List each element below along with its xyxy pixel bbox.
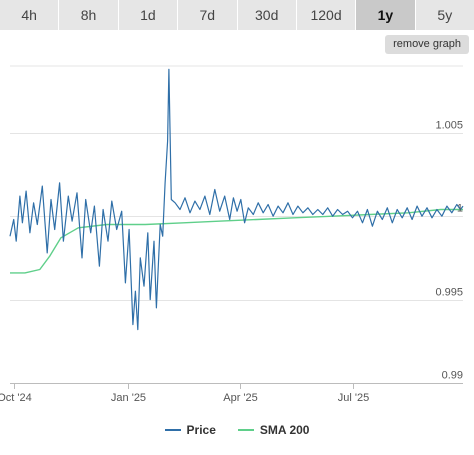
y-tick-label: 0.995 <box>435 287 463 299</box>
legend-label-price: Price <box>186 423 216 437</box>
tab-8h[interactable]: 8h <box>59 0 119 30</box>
legend-item-sma[interactable]: SMA 200 <box>237 423 310 437</box>
y-tick-label: 1 <box>457 203 463 215</box>
y-tick-label: 1.005 <box>435 120 463 132</box>
legend-label-sma: SMA 200 <box>259 423 310 437</box>
remove-graph-button[interactable]: remove graph <box>385 35 469 54</box>
tab-30d[interactable]: 30d <box>237 0 297 30</box>
x-tick-label: Jul '25 <box>338 392 369 404</box>
price-swatch-icon <box>164 429 181 431</box>
legend-item-price[interactable]: Price <box>164 423 216 437</box>
tab-1y[interactable]: 1y <box>356 0 416 30</box>
x-tick-label: Oct '24 <box>0 392 32 404</box>
chart-legend: Price SMA 200 <box>0 420 474 440</box>
sma-200-series-line <box>10 208 463 274</box>
series-lines <box>9 68 464 331</box>
price-series-line <box>9 68 464 331</box>
grid-lines <box>10 65 463 301</box>
y-tick-labels: 0.99 0.995 1 1.005 <box>435 120 463 382</box>
axes <box>10 383 463 389</box>
tab-7d[interactable]: 7d <box>178 0 238 30</box>
sma-swatch-icon <box>237 429 254 431</box>
x-tick-label: Jan '25 <box>111 392 146 404</box>
price-chart: 0.99 0.995 1 1.005 Oct '24 Jan '25 Apr '25 Jul… <box>0 65 464 404</box>
tab-120d[interactable]: 120d <box>296 0 357 30</box>
tab-1d[interactable]: 1d <box>118 0 179 30</box>
x-tick-label: Apr '25 <box>223 392 258 404</box>
timeframe-tabs: 4h 8h 1d 7d 30d 120d 1y 5y <box>0 0 474 30</box>
tab-5y[interactable]: 5y <box>415 0 474 30</box>
tab-4h[interactable]: 4h <box>0 0 60 30</box>
y-tick-label: 0.99 <box>442 370 463 382</box>
x-tick-labels: Oct '24 Jan '25 Apr '25 Jul '25 <box>0 392 369 404</box>
